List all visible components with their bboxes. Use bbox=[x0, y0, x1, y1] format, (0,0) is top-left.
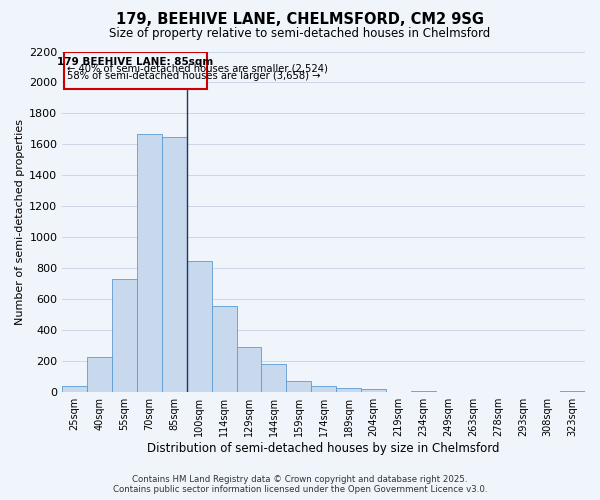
Bar bbox=[187, 262, 212, 392]
Bar bbox=[236, 346, 262, 392]
X-axis label: Distribution of semi-detached houses by size in Chelmsford: Distribution of semi-detached houses by … bbox=[148, 442, 500, 455]
Text: 179, BEEHIVE LANE, CHELMSFORD, CM2 9SG: 179, BEEHIVE LANE, CHELMSFORD, CM2 9SG bbox=[116, 12, 484, 28]
Text: Size of property relative to semi-detached houses in Chelmsford: Size of property relative to semi-detach… bbox=[109, 28, 491, 40]
Text: 58% of semi-detached houses are larger (3,658) →: 58% of semi-detached houses are larger (… bbox=[67, 71, 321, 81]
Bar bbox=[162, 136, 187, 392]
Bar bbox=[137, 134, 162, 392]
Bar bbox=[262, 364, 286, 392]
Bar bbox=[112, 279, 137, 392]
Text: 179 BEEHIVE LANE: 85sqm: 179 BEEHIVE LANE: 85sqm bbox=[57, 57, 213, 67]
Bar bbox=[560, 390, 585, 392]
FancyBboxPatch shape bbox=[64, 52, 206, 88]
Y-axis label: Number of semi-detached properties: Number of semi-detached properties bbox=[15, 119, 25, 325]
Text: ← 40% of semi-detached houses are smaller (2,524): ← 40% of semi-detached houses are smalle… bbox=[67, 64, 328, 74]
Bar bbox=[62, 386, 87, 392]
Text: Contains HM Land Registry data © Crown copyright and database right 2025.
Contai: Contains HM Land Registry data © Crown c… bbox=[113, 474, 487, 494]
Bar bbox=[87, 358, 112, 392]
Bar bbox=[361, 389, 386, 392]
Bar bbox=[212, 306, 236, 392]
Bar bbox=[286, 382, 311, 392]
Bar bbox=[311, 386, 336, 392]
Bar bbox=[336, 388, 361, 392]
